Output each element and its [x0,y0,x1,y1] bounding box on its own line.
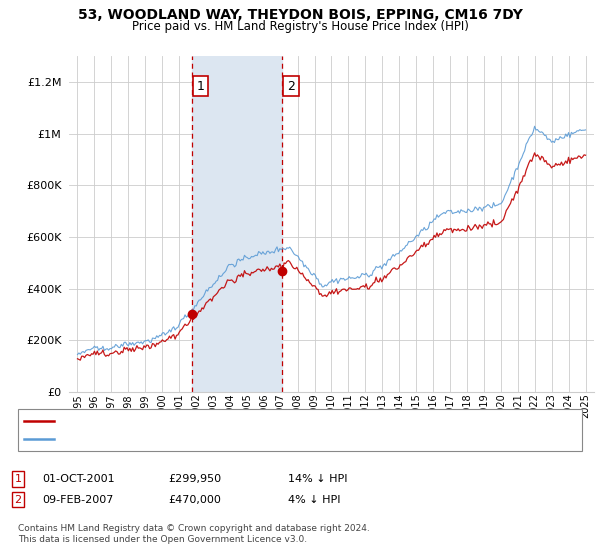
Text: 14% ↓ HPI: 14% ↓ HPI [288,474,347,484]
Text: Contains HM Land Registry data © Crown copyright and database right 2024.: Contains HM Land Registry data © Crown c… [18,524,370,533]
Text: This data is licensed under the Open Government Licence v3.0.: This data is licensed under the Open Gov… [18,534,307,544]
Text: 09-FEB-2007: 09-FEB-2007 [42,494,113,505]
Text: 53, WOODLAND WAY, THEYDON BOIS, EPPING, CM16 7DY (detached house): 53, WOODLAND WAY, THEYDON BOIS, EPPING, … [60,416,454,426]
Text: Price paid vs. HM Land Registry's House Price Index (HPI): Price paid vs. HM Land Registry's House … [131,20,469,32]
Text: HPI: Average price, detached house, Epping Forest: HPI: Average price, detached house, Eppi… [60,434,324,444]
Text: 53, WOODLAND WAY, THEYDON BOIS, EPPING, CM16 7DY: 53, WOODLAND WAY, THEYDON BOIS, EPPING, … [77,8,523,22]
Text: 2: 2 [287,80,295,92]
Text: 1: 1 [196,80,204,92]
Text: 2: 2 [14,494,22,505]
Text: £470,000: £470,000 [168,494,221,505]
Text: 01-OCT-2001: 01-OCT-2001 [42,474,115,484]
Text: 4% ↓ HPI: 4% ↓ HPI [288,494,341,505]
Bar [192,56,283,392]
Text: 1: 1 [14,474,22,484]
Text: £299,950: £299,950 [168,474,221,484]
